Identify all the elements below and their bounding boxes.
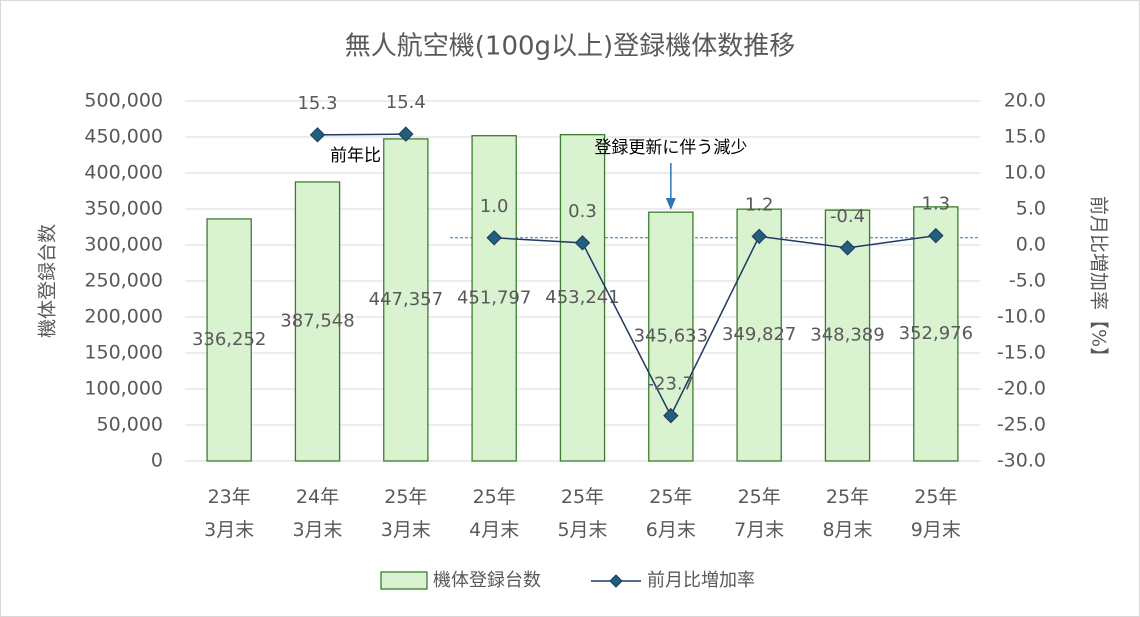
legend-label: 機体登録台数 [433,570,541,591]
x-tick-label: 25年 7月末 [734,486,784,541]
line-marker [751,228,767,245]
bar-value-label: 336,252 [192,329,266,350]
y-tick-label: 0 [151,450,163,472]
x-tick-label: 23年 3月末 [204,486,254,541]
y2-tick-label: 20.0 [1004,90,1046,112]
line-marker [309,127,326,143]
y-tick-label: 500,000 [84,90,163,112]
y-tick-label: 50,000 [97,414,163,436]
x-tick-label: 25年 5月末 [557,486,607,541]
y2-tick-label: -15.0 [997,342,1046,364]
line-marker [928,227,944,244]
bar-value-label: 387,548 [280,310,354,331]
bar [471,135,517,462]
line-marker [398,126,414,142]
y-tick-label: 250,000 [84,270,163,292]
line-marker [839,240,856,256]
y-tick-label: 100,000 [84,378,163,400]
bar [913,206,959,462]
y2-tick-label: -25.0 [997,414,1046,436]
bar-value-label: 352,976 [899,323,973,344]
line-value-label: 1.3 [922,194,951,215]
bar [294,181,341,462]
y2-axis-label: 前月比増加率【%】 [1088,196,1110,366]
y-tick-label: 350,000 [84,198,163,220]
line-value-label: 1.2 [745,194,774,215]
x-tick-label: 25年 6月末 [646,486,696,541]
legend-label: 前月比増加率 [647,570,755,591]
bar-value-label: 453,241 [545,287,619,308]
y-axis-label: 機体登録台数 [37,224,59,338]
y-tick-label: 450,000 [84,126,163,148]
y2-tick-label: 10.0 [1004,162,1046,184]
x-tick-label: 25年 8月末 [822,486,872,541]
y2-tick-label: -20.0 [997,378,1046,400]
y2-tick-label: -10.0 [997,306,1046,328]
x-tick-label: 24年 3月末 [292,486,342,541]
bar [648,211,694,462]
bar-value-label: 451,797 [457,287,531,308]
x-tick-label: 25年 4月末 [469,486,519,541]
bar [206,218,252,462]
bar-value-label: 447,357 [369,289,443,310]
y2-tick-label: 0.0 [1016,234,1046,256]
line [317,133,406,136]
x-tick-label: 25年 9月末 [911,486,961,541]
line-marker [486,230,502,246]
bar-value-label: 348,389 [810,325,884,346]
annotation-arrowhead [665,198,676,210]
legend-swatch [380,571,428,590]
y-tick-label: 150,000 [84,342,163,364]
y-tick-label: 400,000 [84,162,163,184]
y2-tick-label: -30.0 [997,450,1046,472]
bar-value-label: 345,633 [634,326,708,347]
x-tick-label: 25年 3月末 [381,486,431,541]
bar [736,208,782,462]
y-tick-label: 300,000 [84,234,163,256]
line-value-label: 1.0 [480,196,509,217]
line-value-label: -23.7 [648,374,695,395]
annotation: 前年比 [330,146,381,166]
line-value-label: 0.3 [568,201,597,222]
line-value-label: -0.4 [830,206,865,227]
y2-tick-label: -5.0 [1009,270,1046,292]
line-value-label: 15.3 [297,93,337,114]
y2-tick-label: 5.0 [1016,198,1046,220]
bar-value-label: 349,827 [722,324,796,345]
chart-title: 無人航空機(100g以上)登録機体数推移 [345,32,795,62]
line [494,234,936,418]
y2-tick-label: 15.0 [1004,126,1046,148]
line-value-label: 15.4 [386,92,426,113]
bar [383,138,429,462]
legend-marker [609,574,623,588]
bar [559,134,606,462]
line-marker [663,407,679,424]
annotation: 登録更新に伴う減少 [594,138,747,158]
line-marker [574,235,591,251]
y-tick-label: 200,000 [84,306,163,328]
